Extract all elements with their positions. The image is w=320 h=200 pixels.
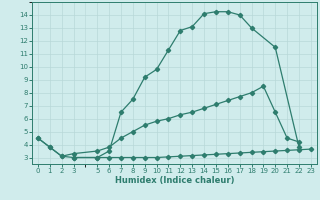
X-axis label: Humidex (Indice chaleur): Humidex (Indice chaleur) (115, 176, 234, 185)
